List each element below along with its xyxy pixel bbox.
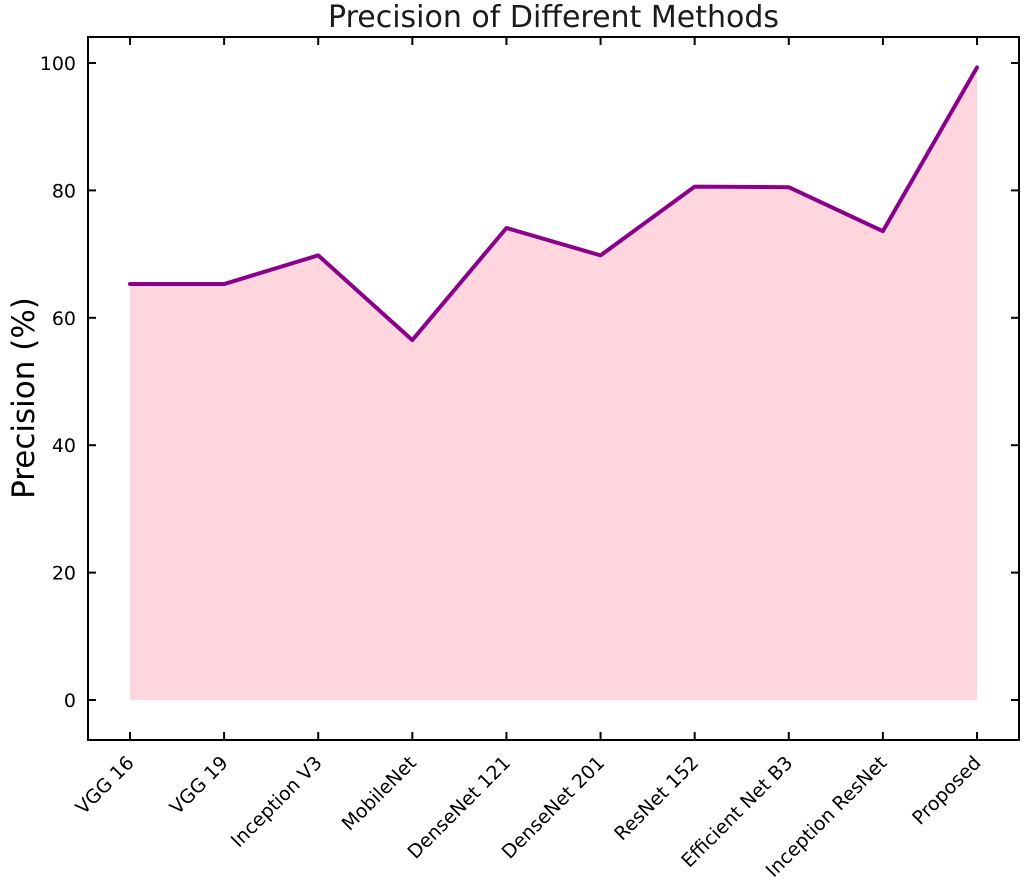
y-tick-label: 20 (52, 563, 76, 585)
data-line (128, 65, 979, 343)
y-tick-label: 60 (52, 308, 76, 330)
y-tick-label: 40 (52, 435, 76, 457)
x-tick-label: ResNet 152 (610, 752, 703, 845)
y-tick-label: 80 (52, 180, 76, 202)
plot-border (87, 36, 1020, 741)
x-tick-label: Proposed (908, 752, 985, 829)
x-tick-label: VGG 19 (166, 752, 233, 819)
area-fill (130, 67, 977, 701)
x-tick-label: MobileNet (338, 752, 421, 835)
x-tick-label: VGG 16 (72, 752, 139, 819)
y-tick-label: 0 (64, 690, 76, 712)
x-tick-label: Inception V3 (227, 752, 327, 852)
y-tick-label: 100 (40, 53, 76, 75)
x-tick-label: DenseNet 201 (498, 752, 609, 863)
chart-title: Precision of Different Methods (328, 0, 779, 35)
